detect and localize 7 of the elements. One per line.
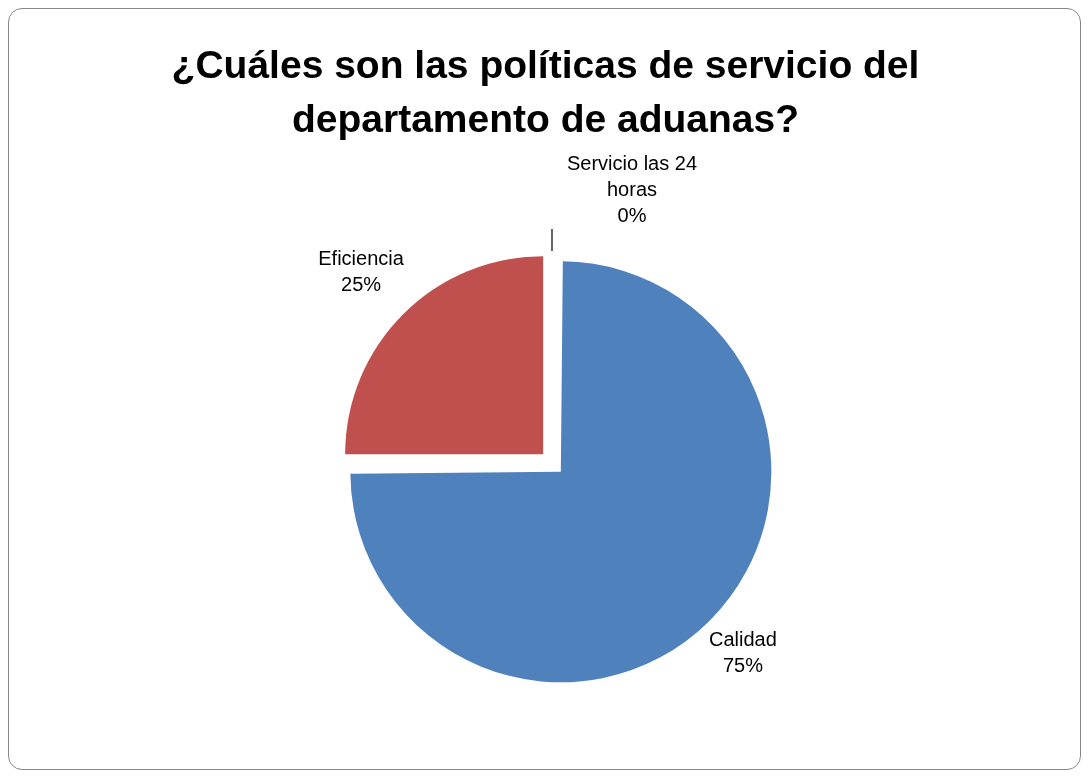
text: 0% (617, 203, 647, 226)
data-label: 25% (341, 272, 382, 295)
slice-label: Calidad (709, 628, 777, 651)
chart-title: ¿Cuáles son las políticas de servicio del departamento de aduanas? (170, 42, 921, 142)
category-label: Servicio las 24 horas (566, 151, 698, 200)
slice-label: Eficiencia (318, 246, 405, 269)
data-label: 75% (722, 654, 764, 677)
